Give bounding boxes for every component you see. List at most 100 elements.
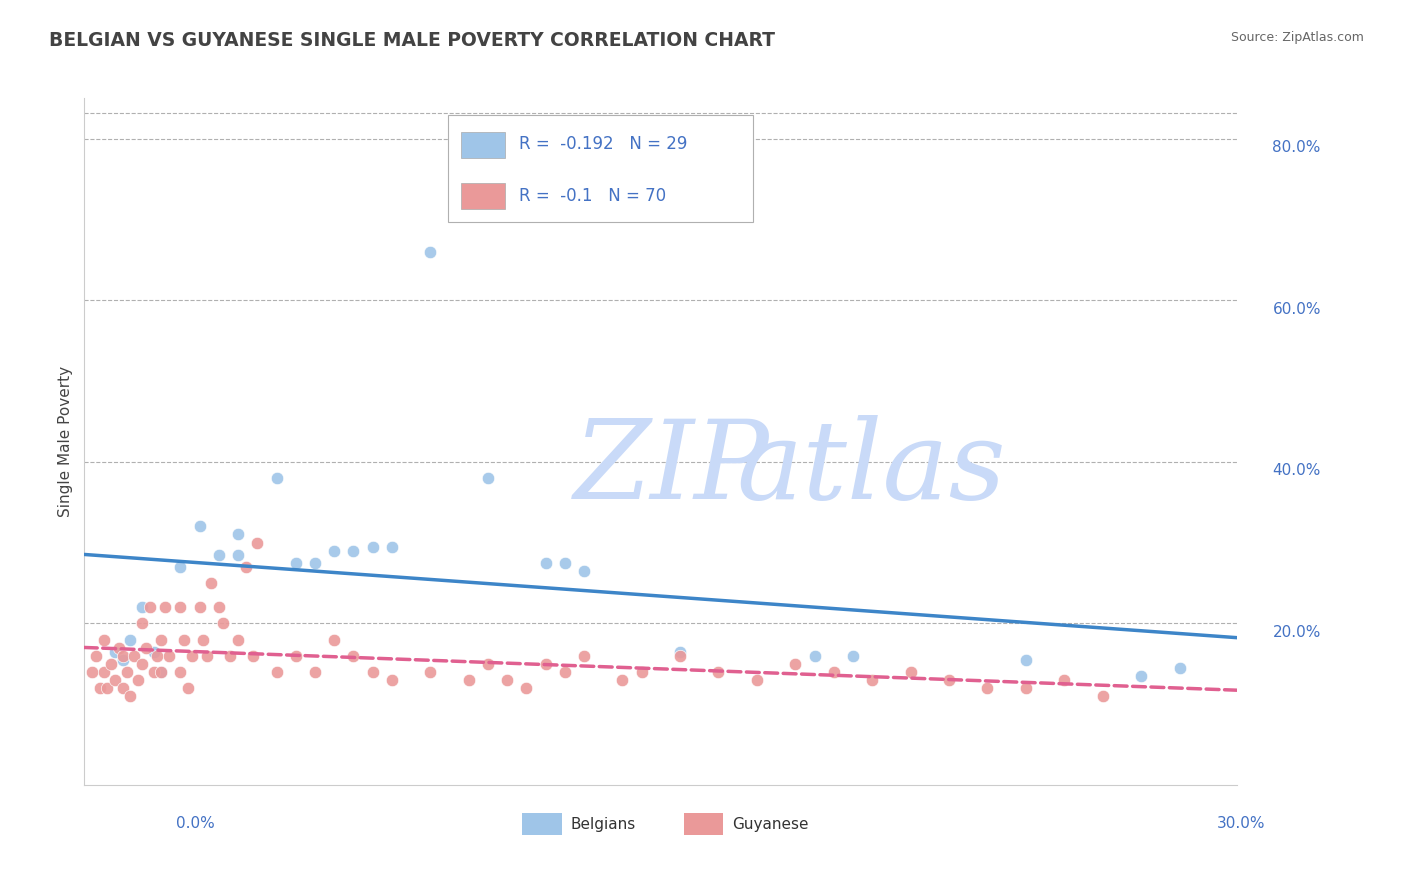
Text: 80.0%: 80.0% bbox=[1272, 140, 1320, 155]
Point bbox=[419, 665, 441, 679]
Point bbox=[534, 556, 557, 570]
Point bbox=[208, 600, 231, 615]
Point bbox=[142, 645, 165, 659]
Point bbox=[534, 657, 557, 671]
Point bbox=[554, 556, 576, 570]
Point bbox=[188, 600, 211, 615]
Point bbox=[246, 535, 269, 549]
Point bbox=[153, 600, 176, 615]
Point bbox=[381, 540, 404, 554]
Text: Belgians: Belgians bbox=[571, 816, 636, 831]
Point bbox=[188, 519, 211, 533]
Point bbox=[131, 616, 153, 631]
Point bbox=[284, 556, 307, 570]
Point bbox=[1168, 661, 1191, 675]
Point bbox=[150, 665, 173, 679]
Text: 30.0%: 30.0% bbox=[1218, 816, 1265, 831]
Text: Source: ZipAtlas.com: Source: ZipAtlas.com bbox=[1230, 31, 1364, 45]
Point bbox=[381, 673, 404, 687]
Point bbox=[131, 600, 153, 615]
Point bbox=[173, 632, 195, 647]
Point bbox=[157, 648, 180, 663]
Bar bbox=[461, 183, 505, 210]
Point bbox=[226, 632, 249, 647]
Point bbox=[84, 648, 107, 663]
Point bbox=[100, 657, 122, 671]
Point bbox=[938, 673, 960, 687]
Point bbox=[226, 548, 249, 562]
Point bbox=[1091, 689, 1114, 703]
Point bbox=[169, 559, 191, 574]
Point bbox=[612, 673, 634, 687]
Point bbox=[208, 548, 231, 562]
Point bbox=[860, 673, 883, 687]
Point bbox=[323, 632, 346, 647]
Point bbox=[572, 648, 595, 663]
Point bbox=[181, 648, 204, 663]
Point bbox=[745, 673, 768, 687]
Bar bbox=[461, 132, 505, 158]
Point bbox=[124, 648, 146, 663]
Point bbox=[1015, 653, 1038, 667]
Point bbox=[842, 648, 865, 663]
Point bbox=[477, 471, 499, 485]
Point bbox=[120, 689, 142, 703]
Point bbox=[115, 665, 138, 679]
Point bbox=[361, 540, 384, 554]
Point bbox=[242, 648, 264, 663]
Point bbox=[131, 657, 153, 671]
Point bbox=[1130, 669, 1153, 683]
Point bbox=[150, 665, 173, 679]
Text: 20.0%: 20.0% bbox=[1272, 624, 1320, 640]
Point bbox=[785, 657, 807, 671]
Point bbox=[108, 640, 131, 655]
Text: atlas: atlas bbox=[735, 416, 1005, 523]
Text: 40.0%: 40.0% bbox=[1272, 463, 1320, 478]
Text: R =  -0.1   N = 70: R = -0.1 N = 70 bbox=[519, 186, 666, 204]
Point bbox=[127, 673, 149, 687]
Point bbox=[111, 653, 134, 667]
Point bbox=[195, 648, 218, 663]
Point bbox=[89, 681, 111, 695]
Text: R =  -0.192   N = 29: R = -0.192 N = 29 bbox=[519, 136, 688, 153]
Point bbox=[284, 648, 307, 663]
Point bbox=[169, 600, 191, 615]
Text: BELGIAN VS GUYANESE SINGLE MALE POVERTY CORRELATION CHART: BELGIAN VS GUYANESE SINGLE MALE POVERTY … bbox=[49, 31, 775, 50]
Point bbox=[496, 673, 519, 687]
Point bbox=[457, 673, 479, 687]
Point bbox=[211, 616, 233, 631]
Point bbox=[669, 645, 692, 659]
Bar bbox=[683, 814, 723, 835]
Point bbox=[93, 632, 115, 647]
Point bbox=[142, 665, 165, 679]
Point bbox=[266, 665, 288, 679]
Point bbox=[193, 632, 215, 647]
Point bbox=[80, 665, 103, 679]
Point bbox=[900, 665, 922, 679]
Point bbox=[150, 632, 173, 647]
Point bbox=[104, 673, 127, 687]
Point bbox=[707, 665, 730, 679]
Point bbox=[323, 543, 346, 558]
Point bbox=[200, 576, 222, 591]
Point bbox=[803, 648, 825, 663]
Point bbox=[361, 665, 384, 679]
Point bbox=[630, 665, 652, 679]
Point bbox=[1053, 673, 1076, 687]
Text: Guyanese: Guyanese bbox=[733, 816, 808, 831]
Point bbox=[515, 681, 537, 695]
Point bbox=[304, 556, 326, 570]
Point bbox=[823, 665, 845, 679]
Point bbox=[177, 681, 200, 695]
Point bbox=[135, 640, 157, 655]
Text: 60.0%: 60.0% bbox=[1272, 301, 1320, 317]
Point bbox=[111, 648, 134, 663]
Point bbox=[976, 681, 998, 695]
Point bbox=[266, 471, 288, 485]
FancyBboxPatch shape bbox=[447, 115, 754, 222]
Point bbox=[477, 657, 499, 671]
Point bbox=[219, 648, 242, 663]
Point bbox=[554, 665, 576, 679]
Point bbox=[104, 645, 127, 659]
Point bbox=[96, 681, 118, 695]
